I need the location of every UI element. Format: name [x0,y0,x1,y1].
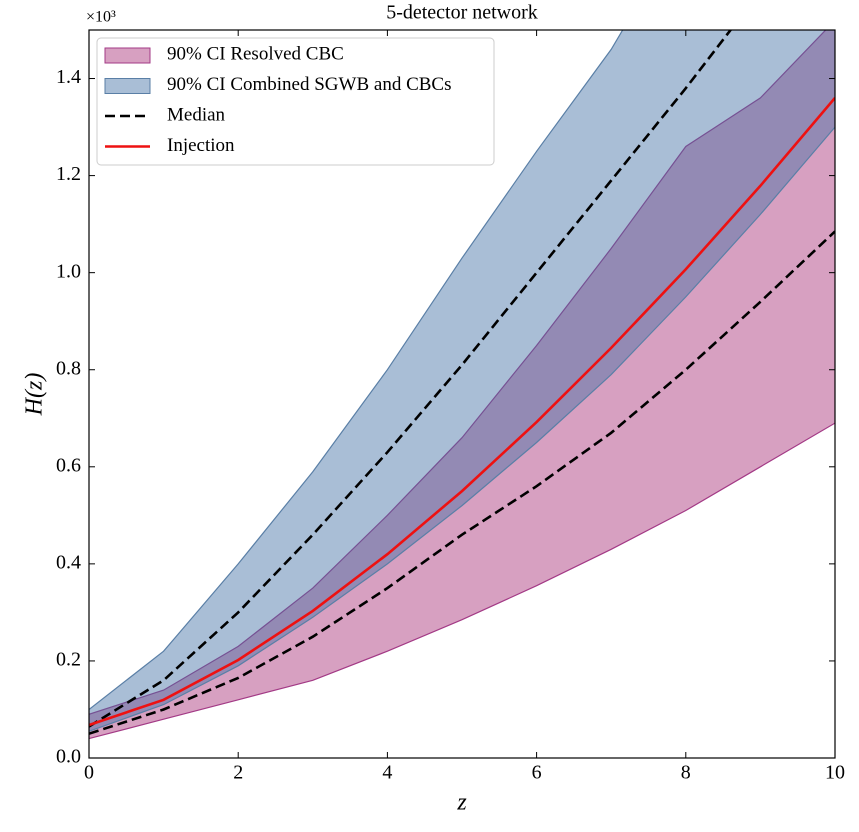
y-tick-label: 1.4 [56,66,81,88]
x-tick-label: 4 [382,762,392,784]
median-line [89,230,835,735]
band-edge [89,30,624,710]
y-tick-label: 1.0 [56,260,81,282]
band-edge [89,30,827,715]
legend-box [96,37,495,166]
legend-swatch [104,47,151,64]
axis-multiplier: ×10³ [86,9,116,26]
legend-label: 90% CI Resolved CBC [167,43,344,64]
x-tick-label: 10 [825,762,845,784]
median-line [89,30,733,728]
y-tick-label: 0.8 [56,357,81,379]
ci-band [89,30,835,739]
legend-label: Median [167,104,226,125]
legend-label: 90% CI Combined SGWB and CBCs [167,74,451,95]
y-axis-label: H(z) [22,373,48,417]
x-tick-label: 2 [233,762,243,784]
y-tick-label: 0.0 [56,746,81,768]
y-tick-label: 0.4 [56,551,81,573]
band-edge [89,126,835,732]
y-tick-label: 0.6 [56,454,81,476]
y-tick-label: 0.2 [56,649,81,671]
injection-line [89,97,835,727]
ci-band [89,30,835,732]
x-tick-label: 0 [84,762,94,784]
y-tick-label: 1.2 [56,163,81,185]
chart-title: 5-detector network [386,2,538,24]
plot-frame [88,29,836,759]
plot-area [89,30,835,740]
legend-label: Injection [167,135,235,156]
x-tick-label: 8 [681,762,691,784]
legend-swatch [104,78,151,94]
x-tick-label: 6 [532,762,542,784]
x-axis-label: z [456,790,467,816]
band-edge [89,422,835,740]
